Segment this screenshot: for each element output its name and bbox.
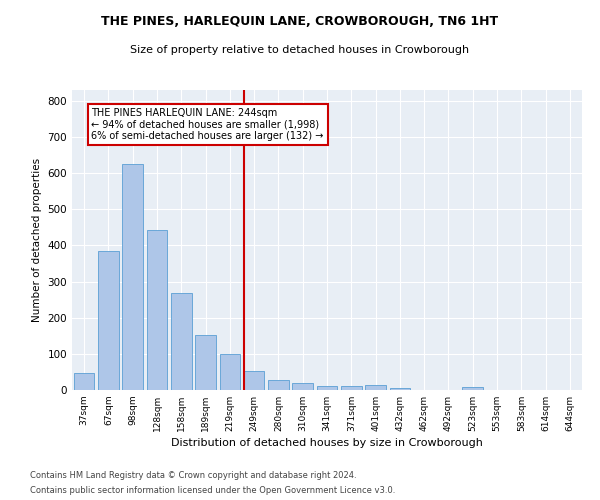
- Bar: [74, 373, 94, 390]
- Bar: [292, 384, 313, 390]
- Bar: [146, 230, 167, 390]
- Bar: [220, 354, 240, 390]
- Text: Contains public sector information licensed under the Open Government Licence v3: Contains public sector information licen…: [30, 486, 395, 495]
- Bar: [268, 380, 289, 390]
- Bar: [244, 371, 265, 390]
- Bar: [171, 293, 191, 390]
- Bar: [365, 385, 386, 390]
- X-axis label: Distribution of detached houses by size in Crowborough: Distribution of detached houses by size …: [171, 438, 483, 448]
- Bar: [98, 251, 119, 390]
- Text: Contains HM Land Registry data © Crown copyright and database right 2024.: Contains HM Land Registry data © Crown c…: [30, 471, 356, 480]
- Bar: [463, 387, 483, 390]
- Bar: [389, 388, 410, 390]
- Bar: [122, 164, 143, 390]
- Bar: [317, 386, 337, 390]
- Bar: [341, 386, 362, 390]
- Y-axis label: Number of detached properties: Number of detached properties: [32, 158, 42, 322]
- Bar: [195, 334, 216, 390]
- Text: Size of property relative to detached houses in Crowborough: Size of property relative to detached ho…: [130, 45, 470, 55]
- Text: THE PINES HARLEQUIN LANE: 244sqm
← 94% of detached houses are smaller (1,998)
6%: THE PINES HARLEQUIN LANE: 244sqm ← 94% o…: [91, 108, 324, 142]
- Text: THE PINES, HARLEQUIN LANE, CROWBOROUGH, TN6 1HT: THE PINES, HARLEQUIN LANE, CROWBOROUGH, …: [101, 15, 499, 28]
